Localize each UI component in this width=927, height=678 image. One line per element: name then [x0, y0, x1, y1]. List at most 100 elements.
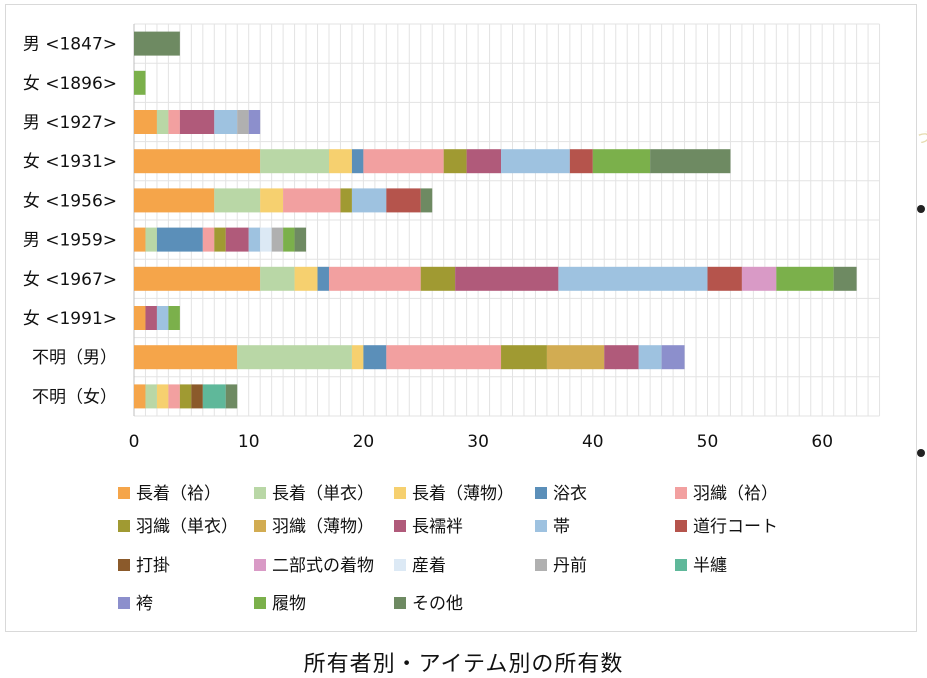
legend-label: 長着（薄物） — [412, 484, 514, 504]
category-label: 男 <1959> — [23, 231, 117, 251]
bar-segment — [134, 306, 146, 330]
bar-segment — [363, 345, 387, 370]
bar-segment — [225, 227, 249, 252]
bar-segment — [202, 227, 215, 252]
bar-segment — [558, 266, 708, 291]
bar-segment — [351, 345, 364, 370]
bar-segment — [466, 149, 502, 174]
bar-segment — [833, 266, 857, 291]
legend-swatch — [535, 520, 547, 532]
bar-segment — [156, 227, 203, 252]
bar-segment — [179, 110, 215, 134]
bar-segment — [501, 149, 570, 174]
bar-segment — [225, 384, 238, 409]
bar-segment — [134, 110, 157, 134]
bar-segment — [294, 266, 318, 291]
bar-segment — [214, 227, 226, 252]
bar-segment — [592, 149, 651, 174]
bar-segment — [283, 188, 341, 213]
category-label: 女 <1896> — [23, 74, 117, 94]
legend-label: 袴 — [136, 594, 153, 614]
legend-label: 羽織（袷） — [693, 484, 778, 504]
category-label: 不明（女） — [32, 387, 117, 407]
legend-swatch — [254, 487, 266, 499]
bar-segment — [260, 227, 272, 252]
bar-segment — [271, 227, 284, 252]
bar-segment — [420, 266, 456, 291]
bar-segment — [317, 266, 329, 291]
bar-segment — [707, 266, 742, 291]
legend-label: 長襦袢 — [412, 517, 463, 537]
legend-swatch — [118, 487, 130, 499]
bar-segment — [145, 384, 157, 409]
legend-label: 打掛 — [136, 556, 170, 576]
cropped-edge-glyph: う — [916, 131, 927, 143]
legend-label: 長着（袷） — [136, 484, 221, 504]
legend-label: 長着（単衣） — [272, 484, 374, 504]
bar-segment — [569, 149, 593, 174]
category-label: 女 <1967> — [23, 270, 117, 290]
legend-label: 履物 — [272, 594, 306, 614]
bar-segment — [237, 110, 249, 134]
bar-segment — [386, 345, 502, 370]
bar-segment — [191, 384, 203, 409]
bar-segment — [604, 345, 639, 370]
legend-swatch — [394, 487, 406, 499]
x-tick-label: 40 — [582, 432, 604, 452]
bar-segment — [214, 110, 238, 134]
category-label: 男 <1847> — [23, 35, 117, 55]
legend-swatch — [118, 559, 130, 571]
legend-swatch — [118, 520, 130, 532]
legend-label: 羽織（薄物） — [272, 517, 374, 537]
x-tick-label: 60 — [811, 432, 833, 452]
x-tick-label: 30 — [467, 432, 489, 452]
bar-segment — [501, 345, 547, 370]
legend-label: 半纏 — [693, 556, 727, 576]
legend-label: 二部式の着物 — [272, 556, 374, 576]
category-label: 男 <1927> — [23, 113, 117, 133]
bar-segment — [156, 110, 169, 134]
bar-segment — [134, 188, 215, 213]
bar-segment — [134, 227, 146, 252]
bar-segment — [134, 384, 146, 409]
bar-segment — [340, 188, 352, 213]
category-label: 女 <1956> — [23, 191, 117, 211]
legend-swatch — [394, 597, 406, 609]
legend-label: 丹前 — [553, 556, 587, 576]
bar-segment — [420, 188, 433, 213]
legend-label: 産着 — [412, 556, 446, 576]
bar-segment — [260, 188, 284, 213]
x-tick-label: 0 — [129, 432, 140, 452]
figure-caption: 所有者別・アイテム別の所有数 — [303, 652, 624, 677]
legend-label: 羽織（単衣） — [136, 517, 238, 537]
bar-segment — [260, 266, 295, 291]
category-label: 女 <1931> — [23, 152, 117, 172]
bar-segment — [294, 227, 307, 252]
legend-swatch — [535, 487, 547, 499]
x-tick-label: 10 — [238, 432, 260, 452]
bar-segment — [145, 227, 157, 252]
bar-segment — [351, 188, 387, 213]
bar-segment — [168, 110, 180, 134]
bar-segment — [351, 149, 364, 174]
stacked-bar-chart: 男 <1847> 女 <1896> 男 <1927> 女 <1931> 女 <1956>… — [23, 23, 881, 614]
legend-label: 浴衣 — [553, 484, 587, 504]
bar-segment — [638, 345, 662, 370]
bar-segment — [455, 266, 559, 291]
bar-segment — [145, 306, 157, 330]
legend-label: 帯 — [553, 517, 570, 537]
bar-segment — [443, 149, 467, 174]
bar-segment — [260, 149, 329, 174]
bar-segment — [168, 306, 180, 330]
bar-segment — [283, 227, 295, 252]
bar-segment — [134, 149, 261, 174]
category-label: 不明（男） — [32, 348, 117, 368]
cropped-bullet-marker — [917, 449, 925, 457]
bar-segment — [202, 384, 226, 409]
bar-segment — [328, 149, 352, 174]
bar-segment — [248, 110, 261, 134]
bar-segment — [661, 345, 685, 370]
cropped-bullet-marker — [917, 205, 925, 213]
bar-segment — [134, 345, 238, 370]
bar-segment — [156, 384, 169, 409]
